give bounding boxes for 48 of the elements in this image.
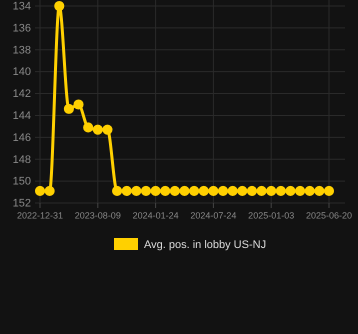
point <box>198 186 209 196</box>
point <box>208 186 218 196</box>
point <box>189 186 200 196</box>
point <box>83 122 94 133</box>
point <box>285 186 296 196</box>
point <box>102 124 112 135</box>
point <box>150 186 161 196</box>
point <box>304 186 315 196</box>
y-tick-label: 146 <box>12 132 31 144</box>
y-tick-label: 134 <box>12 0 31 13</box>
point <box>112 186 122 196</box>
point <box>218 186 228 196</box>
point <box>170 186 180 196</box>
x-tick-label: 2025-01-03 <box>248 210 294 220</box>
point <box>276 186 286 196</box>
x-tick-label: 2022-12-31 <box>16 210 64 220</box>
y-tick-label: 144 <box>12 110 31 122</box>
point <box>228 186 238 196</box>
point <box>122 186 132 196</box>
y-tick-label: 142 <box>12 88 31 100</box>
point <box>160 186 170 196</box>
y-tick-label: 136 <box>12 22 31 34</box>
point <box>314 186 324 196</box>
y-tick-label: 138 <box>12 44 31 56</box>
y-tick-label: 152 <box>12 198 31 210</box>
point <box>131 186 142 196</box>
point <box>92 124 103 135</box>
point <box>34 186 46 196</box>
x-tick-label: 2023-08-09 <box>74 210 121 220</box>
x-tick-label: 2024-07-24 <box>190 210 236 220</box>
point <box>140 186 152 196</box>
point <box>295 186 306 196</box>
point <box>179 186 190 196</box>
y-tick-label: 148 <box>12 154 31 166</box>
y-tick-label: 140 <box>12 66 31 78</box>
point <box>73 99 84 110</box>
point <box>324 186 334 196</box>
point <box>64 104 74 114</box>
x-tick-label: 2024-01-24 <box>132 210 179 220</box>
point <box>44 186 55 196</box>
point <box>237 186 248 196</box>
point <box>256 186 267 196</box>
point <box>246 186 257 196</box>
x-tick-label: 2025-06-20 <box>306 210 352 220</box>
point <box>266 186 276 196</box>
legend-label: Avg. pos. in lobby US-NJ <box>144 239 266 251</box>
y-tick-label: 150 <box>12 176 31 188</box>
point <box>54 0 64 12</box>
